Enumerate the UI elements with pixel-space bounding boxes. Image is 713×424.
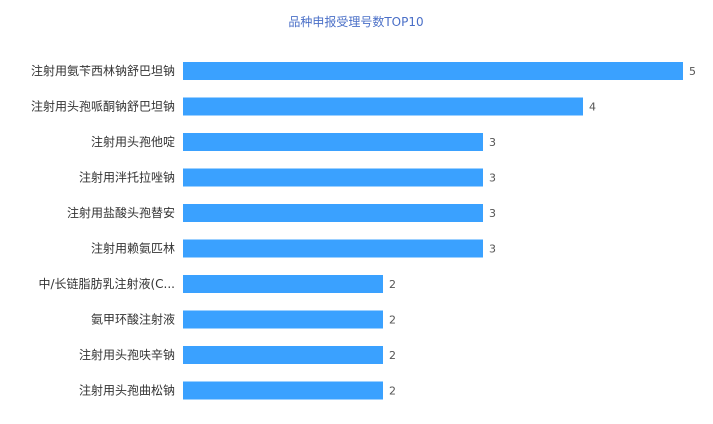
- bar: [183, 275, 383, 293]
- category-label: 注射用头孢哌酮钠舒巴坦钠: [31, 99, 175, 114]
- category-labels: 注射用氨苄西林钠舒巴坦钠注射用头孢哌酮钠舒巴坦钠注射用头孢他啶注射用泮托拉唑钠注…: [31, 63, 175, 398]
- category-label: 中/长链脂肪乳注射液(C...: [38, 276, 175, 291]
- category-label: 氨甲环酸注射液: [91, 312, 175, 327]
- chart-title: 品种申报受理号数TOP10: [288, 14, 423, 29]
- category-label: 注射用氨苄西林钠舒巴坦钠: [31, 63, 175, 78]
- bar: [183, 168, 483, 187]
- value-label: 4: [589, 101, 596, 114]
- category-label: 注射用头孢呋辛钠: [79, 347, 175, 362]
- value-label: 2: [389, 278, 396, 291]
- value-label: 5: [689, 65, 696, 78]
- bar: [183, 346, 383, 364]
- bar: [183, 133, 483, 151]
- category-label: 注射用赖氨匹林: [91, 241, 175, 256]
- bar-group: [183, 62, 683, 400]
- bar: [183, 381, 383, 400]
- bar: [183, 97, 583, 116]
- value-labels: 5 4 3 3 3 3 2 2 2 2: [389, 65, 696, 398]
- value-label: 3: [489, 243, 496, 256]
- bar: [183, 62, 683, 80]
- value-label: 2: [389, 314, 396, 327]
- bar: [183, 239, 483, 258]
- category-label: 注射用头孢曲松钠: [79, 383, 175, 398]
- value-label: 2: [389, 349, 396, 362]
- category-label: 注射用盐酸头孢替安: [67, 205, 175, 220]
- value-label: 3: [489, 136, 496, 149]
- value-label: 3: [489, 207, 496, 220]
- bar: [183, 310, 383, 329]
- category-label: 注射用泮托拉唑钠: [79, 170, 175, 185]
- value-label: 2: [389, 385, 396, 398]
- value-label: 3: [489, 172, 496, 185]
- bar: [183, 204, 483, 222]
- category-label: 注射用头孢他啶: [91, 134, 175, 149]
